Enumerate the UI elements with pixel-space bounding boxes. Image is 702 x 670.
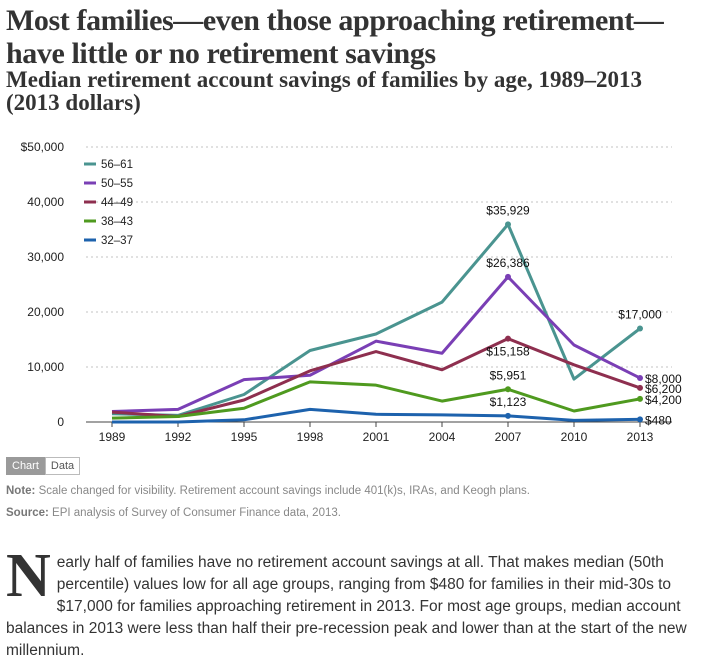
chart-subtitle: Median retirement account savings of fam… bbox=[6, 67, 643, 115]
x-tick-label: 1989 bbox=[99, 430, 126, 444]
data-point-marker bbox=[637, 395, 643, 402]
source-label: Source: bbox=[6, 507, 49, 519]
line-chart: 0 10,000 20,000 30,000 40,000 $50,000 1989 1992… bbox=[21, 140, 682, 444]
x-tick-label: 1995 bbox=[231, 430, 258, 444]
legend-label: 44–49 bbox=[101, 197, 133, 209]
data-point-marker bbox=[637, 375, 643, 381]
source-text: EPI analysis of Survey of Consumer Finan… bbox=[48, 507, 341, 519]
y-tick-label: 0 bbox=[57, 415, 64, 429]
y-tick-label: $50,000 bbox=[21, 140, 65, 154]
data-point-marker bbox=[505, 273, 511, 280]
chart-source: Source: EPI analysis of Survey of Consum… bbox=[6, 507, 696, 519]
series-line-5 bbox=[112, 407, 641, 424]
x-tick-label: 1998 bbox=[297, 430, 324, 444]
data-point-marker bbox=[637, 384, 643, 391]
data-point-marker bbox=[505, 412, 511, 419]
series-line-4 bbox=[111, 380, 641, 420]
article-text: early half of families have no retiremen… bbox=[6, 554, 687, 659]
drop-cap: N bbox=[6, 542, 51, 610]
chart-view-button[interactable]: Chart bbox=[6, 457, 45, 475]
y-tick-label: 10,000 bbox=[27, 360, 64, 374]
data-point-marker bbox=[505, 386, 511, 393]
data-label: $5,951 bbox=[490, 368, 527, 382]
data-label: $35,929 bbox=[486, 203, 530, 217]
data-label: $17,000 bbox=[618, 308, 662, 322]
axes: 0 10,000 20,000 30,000 40,000 $50,000 1989 1992… bbox=[21, 140, 672, 444]
y-tick-label: 20,000 bbox=[27, 305, 64, 319]
legend-label: 38–43 bbox=[101, 216, 133, 228]
chart-title: Most families—even those approaching ret… bbox=[6, 4, 664, 70]
x-tick-label: 2004 bbox=[429, 430, 456, 444]
data-label: $15,158 bbox=[486, 345, 530, 359]
note-label: Note: bbox=[6, 485, 36, 497]
data-label: $1,123 bbox=[490, 395, 527, 409]
note-text: Scale changed for visibility. Retirement… bbox=[35, 485, 530, 497]
x-tick-label: 2010 bbox=[561, 430, 588, 444]
y-tick-label: 30,000 bbox=[27, 250, 64, 264]
x-tick-label: 2001 bbox=[363, 430, 390, 444]
x-tick-label: 2007 bbox=[495, 430, 522, 444]
data-label: $480 bbox=[645, 413, 672, 427]
data-label: $6,200 bbox=[645, 382, 682, 396]
series-line-3 bbox=[111, 337, 641, 418]
data-point-marker bbox=[637, 325, 643, 332]
data-point-marker bbox=[505, 335, 511, 342]
series-line-1 bbox=[111, 222, 641, 417]
legend-label: 32–37 bbox=[101, 235, 133, 247]
data-point-marker bbox=[637, 416, 643, 423]
legend-label: 50–55 bbox=[101, 178, 133, 190]
series-lines bbox=[111, 222, 641, 424]
data-label: $8,000 bbox=[645, 372, 682, 386]
data-view-button[interactable]: Data bbox=[44, 457, 81, 475]
series-line-2 bbox=[111, 275, 641, 414]
legend: 56–61 50–55 44–49 38–43 32–37 bbox=[84, 159, 133, 247]
chart-note: Note: Scale changed for visibility. Reti… bbox=[6, 485, 696, 497]
data-label: $26,386 bbox=[486, 256, 530, 270]
y-tick-label: 40,000 bbox=[27, 195, 64, 209]
chart-data-toggle: Chart Data bbox=[6, 457, 81, 475]
data-labels: $35,929 $26,386 $15,158 $5,951 $1,123 $17,000… bbox=[486, 203, 682, 427]
data-point-marker bbox=[505, 221, 511, 228]
legend-label: 56–61 bbox=[101, 159, 133, 171]
x-tick-label: 1992 bbox=[165, 430, 192, 444]
data-label: $4,200 bbox=[645, 393, 682, 407]
x-tick-label: 2013 bbox=[627, 430, 654, 444]
